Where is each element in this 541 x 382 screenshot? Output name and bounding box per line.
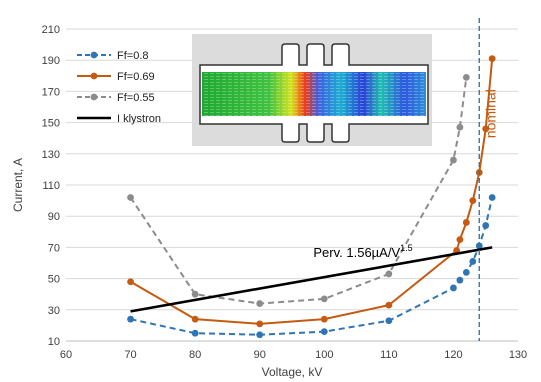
legend: Ff=0.8 Ff=0.69 Ff=0.55 I klystron bbox=[77, 50, 161, 125]
x-tick-label: 90 bbox=[254, 349, 266, 361]
data-point bbox=[256, 320, 264, 328]
x-tick-label: 120 bbox=[444, 349, 462, 361]
data-point bbox=[462, 73, 470, 81]
legend-label: Ff=0.55 bbox=[117, 92, 155, 104]
data-point bbox=[456, 236, 464, 244]
legend-swatch-marker bbox=[90, 93, 98, 101]
data-point bbox=[469, 197, 477, 205]
legend-label: Ff=0.69 bbox=[117, 71, 155, 83]
y-tick-label: 150 bbox=[42, 118, 60, 130]
x-tick-label: 100 bbox=[315, 349, 333, 361]
x-tick-labels: 60 70 80 90 100 110 120 130 bbox=[60, 349, 527, 361]
legend-entry: Ff=0.69 bbox=[77, 71, 155, 83]
y-tick-label: 70 bbox=[48, 242, 60, 254]
data-point bbox=[450, 156, 457, 164]
perveance-annotation: Perv. 1.56µA/V1.5 bbox=[313, 243, 412, 260]
data-point bbox=[488, 194, 496, 201]
nominal-label: nominal bbox=[482, 89, 498, 138]
x-tick-label: 110 bbox=[380, 349, 398, 361]
legend-label: Ff=0.8 bbox=[117, 50, 149, 62]
data-point bbox=[469, 258, 477, 265]
data-point bbox=[456, 276, 464, 284]
series-line bbox=[130, 58, 494, 325]
data-point bbox=[127, 315, 134, 323]
x-tick-label: 60 bbox=[60, 349, 72, 361]
x-axis-title: Voltage, kV bbox=[262, 365, 323, 379]
perveance-exponent: 1.5 bbox=[400, 243, 413, 253]
data-point bbox=[127, 194, 134, 201]
y-tick-label: 110 bbox=[42, 180, 60, 192]
series-layer bbox=[127, 55, 496, 339]
y-axis-title: Current, A bbox=[11, 158, 25, 212]
y-tick-label: 170 bbox=[42, 86, 60, 98]
perveance-text: Perv. 1.56µA/V bbox=[313, 245, 400, 260]
data-point bbox=[385, 270, 393, 278]
data-point bbox=[482, 125, 490, 133]
series-0 bbox=[127, 194, 496, 339]
y-tick-label: 50 bbox=[48, 274, 60, 286]
data-point bbox=[450, 284, 457, 292]
gridlines bbox=[66, 28, 518, 311]
data-point bbox=[191, 315, 199, 323]
y-tick-label: 30 bbox=[48, 305, 60, 317]
y-tick-label: 130 bbox=[42, 149, 60, 161]
data-point bbox=[462, 219, 470, 226]
legend-swatch-marker bbox=[90, 51, 98, 59]
data-point bbox=[462, 268, 470, 276]
data-point bbox=[488, 55, 496, 63]
data-point bbox=[482, 222, 490, 229]
data-point bbox=[256, 331, 264, 339]
legend-label: I klystron bbox=[117, 113, 161, 125]
legend-entry: Ff=0.8 bbox=[77, 50, 149, 62]
data-point bbox=[320, 315, 328, 323]
data-point bbox=[191, 290, 199, 298]
data-point bbox=[256, 300, 264, 307]
series-3 bbox=[130, 246, 493, 313]
data-point bbox=[385, 301, 393, 309]
series-1 bbox=[127, 55, 496, 328]
series-line bbox=[129, 77, 468, 305]
legend-entry: I klystron bbox=[77, 113, 161, 125]
data-point bbox=[385, 317, 393, 325]
beam-streaks bbox=[202, 72, 426, 116]
y-tick-label: 210 bbox=[42, 24, 60, 36]
data-point bbox=[456, 123, 464, 131]
klystron-simulation-inset bbox=[192, 34, 432, 146]
x-tick-label: 80 bbox=[189, 349, 201, 361]
x-tick-label: 130 bbox=[509, 349, 527, 361]
legend-entry: Ff=0.55 bbox=[77, 92, 155, 104]
data-point bbox=[127, 278, 134, 286]
data-point bbox=[191, 329, 199, 337]
series-line bbox=[130, 246, 493, 313]
y-tick-label: 190 bbox=[42, 55, 60, 67]
series-2 bbox=[127, 73, 470, 307]
y-tick-label: 10 bbox=[48, 336, 60, 348]
y-tick-label: 90 bbox=[48, 211, 60, 223]
legend-swatch-marker bbox=[90, 72, 98, 80]
x-tick-label: 70 bbox=[124, 349, 136, 361]
y-tick-labels: 10 30 50 70 90 110 130 150 170 190 210 bbox=[42, 24, 60, 348]
data-point bbox=[320, 295, 328, 303]
data-point bbox=[320, 328, 328, 336]
